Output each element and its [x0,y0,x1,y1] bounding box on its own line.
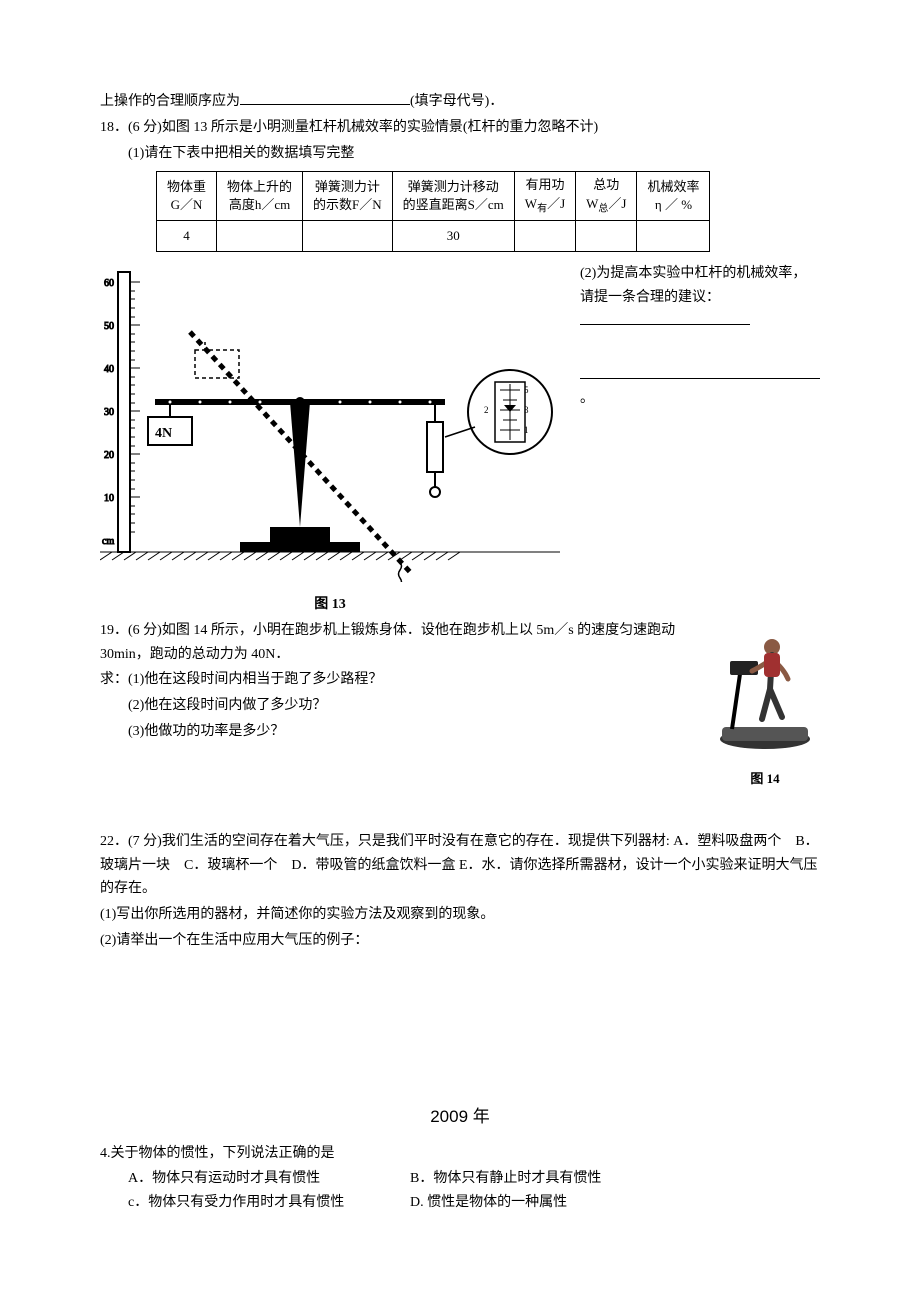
col-force: 弹簧测力计的示数F／N [303,172,393,221]
svg-text:cm: cm [102,536,114,547]
fig13-block: 60 50 40 30 20 10 cm [100,262,820,617]
col-distance: 弹簧测力计移动的竖直距离S／cm [392,172,514,221]
col-weight: 物体重G／N [157,172,217,221]
q18-sub1: (1)请在下表中把相关的数据填写完整 [100,142,820,166]
svg-text:20: 20 [104,450,114,461]
svg-text:60: 60 [104,278,114,289]
cell-distance: 30 [392,221,514,252]
svg-text:1: 1 [524,425,529,435]
svg-text:2: 2 [484,405,489,415]
q19-sub3: (3)他做功的功率是多少？ [100,720,690,744]
svg-text:30: 30 [104,407,114,418]
svg-text:5: 5 [524,385,529,395]
fig13-caption: 图 13 [210,593,450,617]
q19-block: 19．(6 分)如图 14 所示，小明在跑步机上锻炼身体．设他在跑步机上以 5m… [100,619,820,790]
q17-paren: (填字母代号)． [410,94,503,109]
cell-useful [514,221,575,252]
q18-sub2-text: (2)为提高本实验中杠杆的机械效率，请提一条合理的建议： [580,266,806,305]
q4-head: 4.关于物体的惯性，下列说法正确的是 [100,1142,820,1166]
fig14-caption: 图 14 [710,768,820,790]
q4-opt-c: c．物体只有受力作用时才具有惯性 [100,1191,410,1215]
q19-sub2: (2)他在这段时间内做了多少功？ [100,694,690,718]
q17-blank [240,91,410,105]
fig14-diagram: 图 14 [710,619,820,790]
q19-head: 19．(6 分)如图 14 所示，小明在跑步机上锻炼身体．设他在跑步机上以 5m… [100,619,690,667]
q18-sub2-wrap: (2)为提高本实验中杠杆的机械效率，请提一条合理的建议： 。 [580,262,820,413]
cell-total [576,221,637,252]
q22-sub1: (1)写出你所选用的器材，并简述你的实验方法及观察到的现象。 [100,903,820,927]
fig13-diagram: 60 50 40 30 20 10 cm [100,262,560,617]
q18-head: 18．(6 分)如图 13 所示是小明测量杠杆机械效率的实验情景(杠杆的重力忽略… [100,116,820,140]
q4-opt-a: A．物体只有运动时才具有惯性 [100,1167,410,1191]
q22-sub2: (2)请举出一个在生活中应用大气压的例子： [100,929,820,953]
svg-text:3: 3 [524,405,529,415]
q19-ask: 求：(1)他在这段时间内相当于跑了多少路程？ [100,668,690,692]
q18-sub2-blank1 [580,311,750,325]
q22-head: 22．(7 分)我们生活的空间存在着大气压，只是我们平时没有在意它的存在．现提供… [100,830,820,901]
q18-sub2-blank2 [580,365,820,379]
col-total-work: 总功W总／J [576,172,637,221]
svg-text:10: 10 [104,493,114,504]
col-efficiency: 机械效率η ／ % [637,172,710,221]
svg-text:40: 40 [104,364,114,375]
q17-tail: 上操作的合理顺序应为 (填字母代号)． [100,90,820,114]
svg-text:50: 50 [104,321,114,332]
cell-eff [637,221,710,252]
cell-weight: 4 [157,221,217,252]
q4-opt-d: D. 惯性是物体的一种属性 [410,1191,820,1215]
q4-row2: c．物体只有受力作用时才具有惯性 D. 惯性是物体的一种属性 [100,1191,820,1215]
cell-force [303,221,393,252]
col-height: 物体上升的高度h／cm [217,172,303,221]
q18-table: 物体重G／N 物体上升的高度h／cm 弹簧测力计的示数F／N 弹簧测力计移动的竖… [156,171,710,252]
svg-text:4N: 4N [155,426,172,441]
q18-sub2-period: 。 [580,391,594,406]
cell-height [217,221,303,252]
q4-row1: A．物体只有运动时才具有惯性 B．物体只有静止时才具有惯性 [100,1167,820,1191]
q4-opt-b: B．物体只有静止时才具有惯性 [410,1167,820,1191]
table-row: 4 30 [157,221,710,252]
year-heading: 2009 年 [100,1103,820,1132]
table-header-row: 物体重G／N 物体上升的高度h／cm 弹簧测力计的示数F／N 弹簧测力计移动的竖… [157,172,710,221]
col-useful-work: 有用功W有／J [514,172,575,221]
q17-text: 上操作的合理顺序应为 [100,94,240,109]
